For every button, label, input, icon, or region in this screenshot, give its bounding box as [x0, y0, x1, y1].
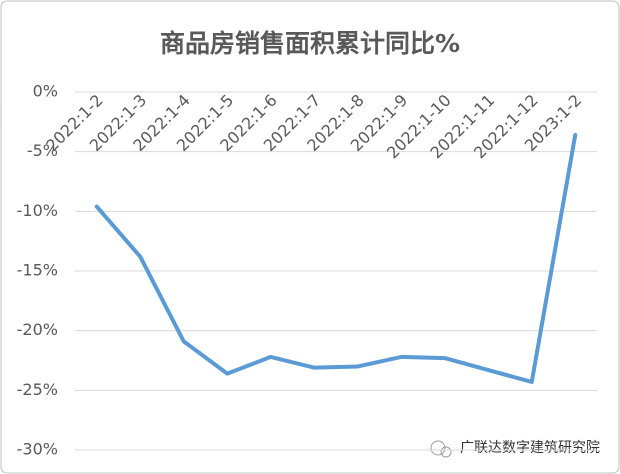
- y-tick-label: -30%: [17, 440, 58, 459]
- watermark: 广联达数字建筑研究院: [460, 440, 600, 456]
- y-tick-label: -15%: [17, 261, 58, 280]
- y-tick-label: -25%: [17, 380, 58, 399]
- y-tick-label: -20%: [17, 320, 58, 339]
- y-tick-label: -10%: [17, 201, 58, 220]
- chart-title: 商品房销售面积累计同比%: [160, 29, 460, 58]
- y-tick-label: -5%: [27, 141, 58, 160]
- watermark-icon: [430, 440, 452, 458]
- y-tick-label: 0%: [33, 82, 58, 101]
- line-series: [94, 132, 578, 384]
